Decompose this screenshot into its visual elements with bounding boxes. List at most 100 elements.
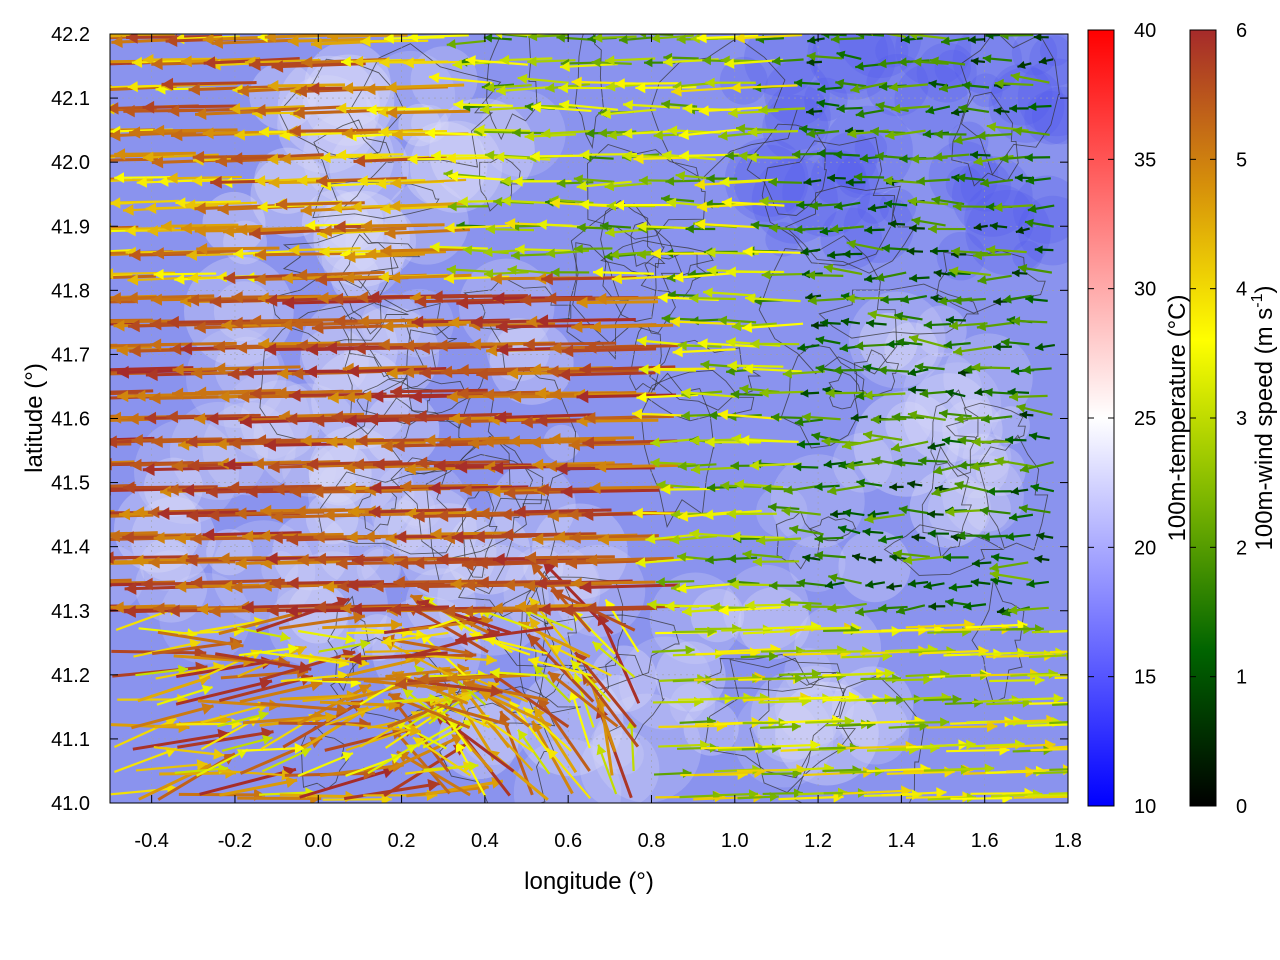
- wind-vector: [453, 99, 513, 110]
- wind-vector: [424, 434, 510, 447]
- wind-vector: [956, 173, 985, 183]
- wind-vector: [817, 84, 842, 94]
- contour-line: [282, 227, 421, 289]
- wind-vector: [855, 109, 885, 119]
- wind-vector: [219, 776, 298, 797]
- wind-vector: [956, 531, 985, 541]
- wind-vector: [1010, 486, 1029, 496]
- contour-line: [749, 672, 857, 794]
- wind-vector: [1017, 60, 1032, 69]
- temperature-cell: [909, 469, 989, 548]
- temperature-cell: [859, 312, 918, 372]
- plot-area: [109, 33, 1069, 804]
- wind-vector: [840, 668, 895, 679]
- wind-vector: [536, 314, 636, 328]
- wind-vector: [252, 457, 341, 470]
- temperature-cell: [409, 120, 503, 213]
- contour-line: [640, 372, 715, 528]
- wind-vector: [408, 34, 469, 43]
- wind-vector: [971, 362, 1011, 373]
- wind-vector: [885, 674, 933, 685]
- wind-vector: [541, 128, 591, 139]
- wind-vector: [781, 597, 822, 608]
- wind-vector: [650, 248, 715, 260]
- wind-vector: [1012, 126, 1050, 136]
- colorbar-tick-label: 10: [1134, 796, 1156, 818]
- wind-vector: [793, 78, 820, 88]
- temperature-cell: [968, 73, 1003, 108]
- x-tick-label: 1.6: [971, 830, 999, 852]
- wind-vector: [1007, 387, 1030, 397]
- wind-vector: [446, 264, 492, 275]
- wind-vector: [275, 386, 363, 399]
- wind-vector: [110, 578, 132, 583]
- wind-vector: [447, 171, 510, 182]
- wind-vector: [211, 36, 298, 49]
- wind-vector: [579, 580, 679, 594]
- wind-vector: [827, 173, 846, 183]
- wind-vector: [677, 461, 717, 471]
- wind-vector: [110, 460, 135, 465]
- wind-vector: [927, 510, 944, 519]
- x-tick-label: 1.0: [721, 830, 749, 852]
- wind-vector: [574, 244, 613, 254]
- wind-vector: [126, 291, 215, 304]
- wind-vector: [1049, 768, 1068, 771]
- wind-vector: [390, 385, 488, 398]
- wind-vector: [167, 172, 242, 184]
- wind-vector: [961, 81, 990, 91]
- wind-vector: [1049, 721, 1068, 725]
- wind-vector: [195, 386, 282, 399]
- wind-label-main: 100m-wind speed (m s: [1251, 308, 1278, 551]
- wind-vector: [604, 181, 652, 192]
- wind-vector: [933, 152, 970, 162]
- contour-line: [395, 379, 469, 416]
- colorbar-tick-label: 1: [1236, 667, 1247, 689]
- wind-vector: [730, 389, 763, 399]
- temperature-cell: [951, 156, 1033, 237]
- wind-vector: [742, 246, 805, 257]
- wind-vector: [825, 388, 867, 398]
- wind-vector: [870, 126, 906, 137]
- wind-vector: [761, 270, 803, 280]
- wind-vector: [677, 340, 722, 351]
- x-tick-label: -0.2: [218, 830, 252, 852]
- wind-vector: [967, 35, 985, 44]
- wind-vector: [740, 651, 778, 662]
- wind-vector: [990, 553, 1014, 562]
- wind-vector: [923, 581, 945, 590]
- wind-vector: [907, 480, 923, 489]
- wind-vector: [287, 35, 368, 47]
- wind-vector: [430, 527, 515, 540]
- wind-vector: [556, 178, 594, 188]
- wind-vector: [970, 578, 991, 587]
- wind-label-end: ): [1251, 286, 1278, 294]
- wind-vector: [143, 53, 217, 66]
- wind-vector: [881, 787, 947, 799]
- wind-vector: [191, 175, 260, 187]
- wind-vector: [574, 651, 637, 728]
- temperature-cell: [934, 49, 972, 87]
- colorbar-tick-label: 0: [1236, 796, 1247, 818]
- wind-vector: [938, 409, 972, 419]
- y-axis-label: latitude (°): [21, 363, 48, 473]
- contour-line: [300, 725, 350, 790]
- wind-vector: [895, 604, 926, 615]
- y-tick-label: 41.4: [51, 537, 90, 559]
- wind-vector: [980, 414, 1013, 424]
- wind-vector: [855, 61, 882, 71]
- wind-vector: [499, 54, 553, 66]
- wind-vector: [380, 203, 451, 215]
- wind-vector: [739, 384, 780, 394]
- wind-vector: [593, 34, 637, 43]
- colorbar-tick-label: 20: [1134, 537, 1156, 559]
- wind-vector: [570, 577, 656, 590]
- wind-vector: [842, 508, 865, 518]
- wind-vector: [1015, 226, 1030, 235]
- wind-vector: [1049, 745, 1068, 749]
- wind-vector: [970, 150, 991, 160]
- wind-vector: [584, 341, 679, 354]
- wind-vector: [889, 482, 904, 492]
- wind-vector: [1034, 245, 1054, 254]
- wind-vector: [584, 411, 674, 425]
